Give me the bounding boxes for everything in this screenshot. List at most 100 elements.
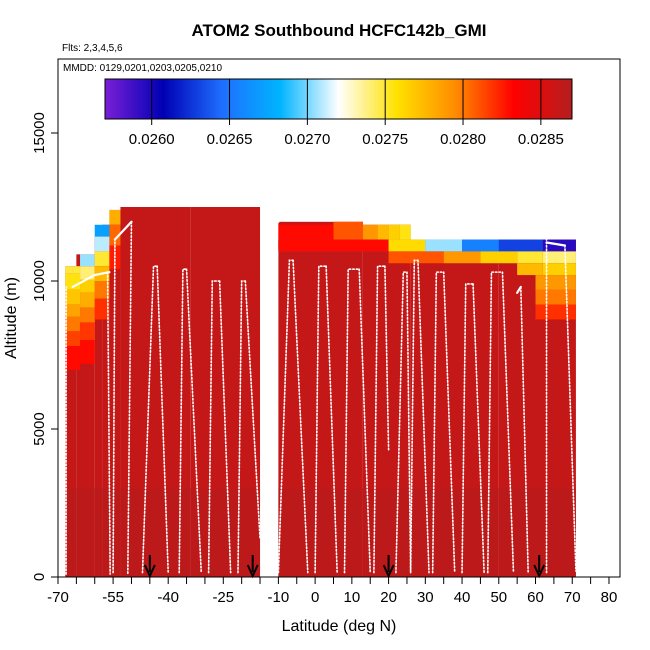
x-tick-label-2: -40 [157,589,179,606]
flight-profile-9 [185,268,203,574]
flight-profile-30 [461,283,474,574]
flight-profile-33 [501,271,515,574]
colorbar-tick-label-0: 0.0260 [129,131,175,148]
heatmap-lowlevel-1 [76,488,95,577]
heatmap-column-0 [65,266,77,577]
heatmap-column-4 [109,209,121,577]
arrow-marker-0 [143,555,156,579]
x-tick-label-5: 0 [311,589,319,606]
flight-profile-13 [244,280,261,540]
flight-profile-37 [545,241,567,247]
x-tick-label-9: 40 [454,589,471,606]
flight-profile-35 [520,286,529,574]
y-tick-label-1: 5000 [31,412,48,445]
x-tick-label-8: 30 [417,589,434,606]
flight-profile-4 [113,220,133,241]
axes: -70 -55 -40 -25 -10 0 10 20 30 40 50 60 70 80 0 5000 100… [31,112,617,606]
flight-profile-23 [384,265,390,451]
heatmap-cell-8 [80,266,95,280]
colorbar-tick-label-4: 0.0280 [440,131,486,148]
heatmap-cell-45 [535,304,576,320]
heatmap-cell-43 [535,275,576,290]
flight-profile-28 [431,271,445,574]
heatmap-cell-34 [498,239,543,252]
flight-profile-7 [156,265,169,574]
flight-profile-6 [141,265,158,574]
heatmap-cell-21 [109,224,121,246]
heatmap-cell-7 [80,254,95,267]
flight-profile-12 [237,280,247,574]
flights-subtitle: Flts: 2,3,4,5,6 [62,43,123,54]
x-axis-label: Latitude (deg N) [282,618,397,635]
flight-profile-11 [218,280,232,574]
marker-arrows [143,555,546,579]
y-tick-label-2: 10000 [31,260,48,302]
arrow-marker-3 [533,555,546,579]
flight-profile-19 [325,265,338,574]
heatmap-cell-25 [362,224,378,240]
y-axis-label: Altitude (m) [3,277,20,359]
flight-profile-1 [71,271,111,289]
heatmap-cell-9 [80,279,95,293]
plot-frame [57,58,621,578]
arrow-marker-1 [246,555,259,579]
heatmap-cell-16 [94,251,110,267]
heatmap-cell-41 [517,263,543,276]
flight-profile-24 [395,271,408,574]
x-tick-label-1: -55 [102,589,124,606]
flight-profile-10 [207,280,221,574]
heatmap-cell-28 [399,224,411,240]
x-tick-label-0: -70 [47,589,69,606]
arrow-marker-2 [382,555,395,579]
flight-profile-26 [409,259,419,574]
x-tick-label-11: 60 [527,589,544,606]
x-tick-label-10: 50 [490,589,507,606]
flight-profile-8 [178,268,188,574]
heatmap-lowlevel-3 [102,488,110,577]
heatmap-cell-13 [80,340,95,364]
heatmap-cell-37 [443,251,481,264]
flight-profile-17 [292,259,309,574]
heatmap-cell-32 [425,239,463,252]
x-tick-label-12: 70 [564,589,581,606]
heatmap-layer [65,207,576,577]
heatmap-cell-24 [333,221,363,240]
flight-profile-21 [358,268,372,574]
x-tick-label-4: -10 [268,589,290,606]
heatmap-cell-14 [94,224,110,237]
flight-profile-18 [314,265,327,574]
flight-profile-15 [266,220,280,226]
heatmap-column-3 [102,224,110,577]
flight-profile-31 [472,283,485,574]
flight-profile-16 [277,259,294,574]
flight-profile-14 [262,223,269,356]
flight-profile-32 [486,271,504,574]
heatmap-cell-31 [388,239,426,252]
heatmap-cell-6 [65,346,81,370]
heatmap-lowlevel-7 [278,488,363,577]
flight-profile-29 [442,271,456,574]
x-tick-label-13: 80 [601,589,618,606]
heatmap-lowlevel-6 [190,488,261,577]
x-tick-label-3: -25 [212,589,234,606]
heatmap-cell-30 [278,239,389,252]
heatmap-lowlevel-4 [109,488,121,577]
flight-profile-2 [106,271,111,575]
heatmap-cell-11 [80,307,95,323]
heatmap-cell-36 [388,251,444,264]
x-tick-label-7: 20 [380,589,397,606]
heatmap-cell-3 [65,304,81,317]
flight-profiles [65,220,577,575]
colorbar-gradient [104,78,573,120]
colorbar-tick-label-3: 0.0275 [362,131,408,148]
x-tick-label-6: 10 [344,589,361,606]
heatmap-cell-20 [109,209,121,225]
heatmap-column-2 [94,236,103,577]
flight-profile-22 [373,265,386,574]
heatmap-cell-26 [377,224,389,240]
heatmap-cell-0 [65,266,81,274]
heatmap-cell-15 [94,236,110,252]
heatmap-cell-42 [542,263,576,276]
flight-profile-27 [417,259,430,574]
